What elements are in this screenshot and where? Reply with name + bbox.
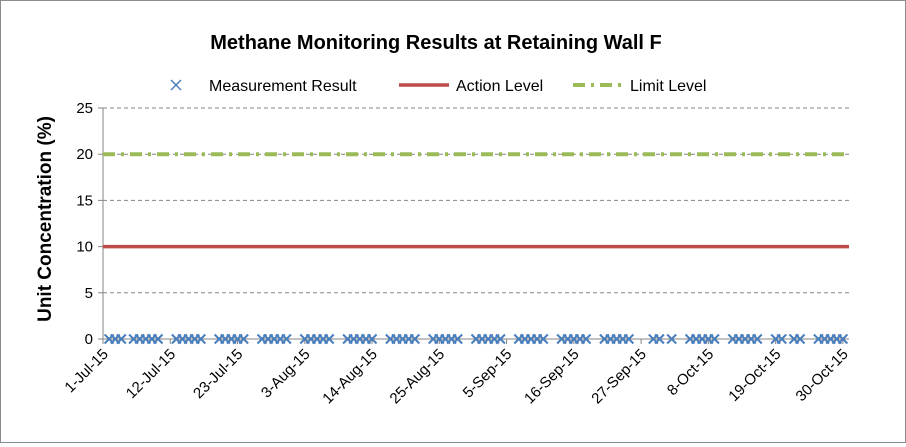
- x-tick-label: 27-Sep-15: [588, 346, 650, 408]
- measurement-point: [709, 333, 720, 345]
- legend-label: Action Level: [456, 78, 543, 95]
- chart-title: Methane Monitoring Results at Retaining …: [210, 32, 662, 54]
- measurement-point: [837, 333, 849, 345]
- series-lines: [103, 152, 849, 249]
- measurement-point: [495, 333, 506, 345]
- x-tick-label: 14-Aug-15: [319, 346, 381, 408]
- x-tick-label: 16-Sep-15: [521, 346, 583, 408]
- measurement-point: [409, 333, 421, 345]
- measurement-point: [116, 333, 127, 345]
- measurement-point: [752, 333, 763, 345]
- gridlines: [103, 107, 849, 294]
- measurement-point: [152, 333, 164, 345]
- legend-label: Measurement Result: [209, 78, 357, 95]
- x-tick-label: 19-Oct-15: [725, 346, 784, 405]
- measurement-point: [623, 333, 635, 345]
- y-tick-label: 10: [76, 239, 93, 256]
- measurement-point: [324, 333, 335, 345]
- measurement-point: [666, 333, 677, 345]
- legend-item: Limit Level: [573, 78, 706, 95]
- legend-label: Limit Level: [630, 78, 706, 95]
- y-tick-label: 15: [76, 192, 93, 209]
- y-tick-label: 25: [76, 100, 93, 117]
- x-tick-label: 12-Jul-15: [123, 346, 179, 402]
- measurement-point: [452, 333, 463, 345]
- x-tick-label: 25-Aug-15: [387, 346, 449, 408]
- legend-item: Action Level: [399, 78, 543, 95]
- y-tick-label: 0: [85, 331, 93, 348]
- measurement-point: [580, 333, 592, 345]
- legend-item: Measurement Result: [170, 78, 357, 95]
- measurement-point: [238, 333, 249, 345]
- y-tick-label: 20: [76, 146, 93, 163]
- measurement-point: [776, 333, 787, 345]
- y-tick-labels: 0 5 10 15 20 25: [76, 100, 93, 348]
- axes: [98, 107, 849, 344]
- measurement-point: [366, 333, 378, 345]
- measurement-point: [538, 333, 549, 345]
- x-tick-label: 1-Jul-15: [61, 346, 111, 396]
- y-tick-label: 5: [85, 285, 93, 302]
- x-tick-label: 5-Sep-15: [460, 346, 516, 402]
- x-tick-labels: 1-Jul-15 12-Jul-15 23-Jul-15 3-Aug-15 14-Aug…: [61, 346, 851, 408]
- x-tick-label: 8-Oct-15: [664, 346, 717, 399]
- measurement-point: [195, 333, 207, 345]
- measurement-point: [654, 333, 665, 345]
- legend: Measurement Result Action Level Limit Leve…: [170, 78, 706, 95]
- x-tick-label: 30-Oct-15: [793, 346, 852, 405]
- x-tick-label: 3-Aug-15: [258, 346, 314, 402]
- x-tick-label: 23-Jul-15: [190, 346, 246, 402]
- measurement-point: [281, 333, 292, 345]
- measurement-point: [794, 333, 806, 345]
- series-points: [103, 333, 849, 345]
- y-axis-label: Unit Concentration (%): [35, 116, 56, 322]
